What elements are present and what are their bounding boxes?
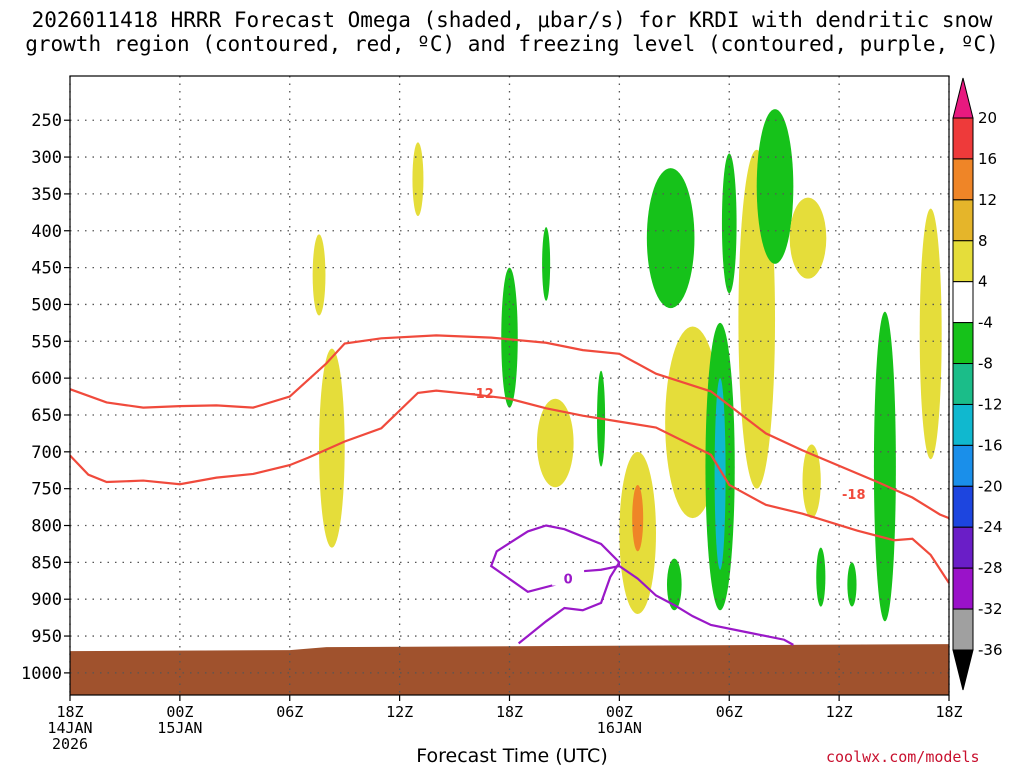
omega-region-20 [847,562,857,607]
colorbar-label: -36 [978,641,1003,659]
y-tick-label: 750 [31,480,62,500]
colorbar-swatch [952,567,974,610]
colorbar-label: 16 [978,150,997,168]
y-tick-label: 1000 [21,664,62,684]
colorbar-top-arrow [952,77,974,119]
omega-region-4 [542,227,551,301]
contour-label-bg [552,569,585,586]
omega-shaded-regions [312,109,942,622]
x-tick-label: 00Z [166,703,193,721]
colorbar-label: -16 [978,436,1003,454]
colorbar-label: -12 [978,395,1003,413]
colorbar-swatch [952,444,974,487]
omega-region-14 [721,153,737,294]
colorbar-swatch [952,281,974,324]
contour-label-0: 0 [564,573,573,588]
contour-0-branch [582,564,794,646]
y-tick-label: 900 [31,590,62,610]
colorbar-label: -32 [978,600,1003,618]
x-tick-label: 12Z [386,703,413,721]
x-tick-label: 06Z [276,703,303,721]
contour--18 [69,389,950,584]
x-tick-label: 06Z [716,703,743,721]
colorbar-label: 20 [978,109,997,127]
x-axis-title: Forecast Time (UTC) [416,745,608,767]
omega-region-13 [714,378,726,570]
colorbar-swatch [952,199,974,242]
contour-0 [489,524,621,645]
y-tick-label: 500 [31,295,62,315]
x-tick-label: 2026 [52,735,88,753]
omega-region-3 [501,267,518,408]
x-tick-label: 12Z [826,703,853,721]
omega-region-21 [873,311,896,622]
contour-lines: -12-180 [69,334,950,646]
colorbar-swatch [952,485,974,528]
colorbar-swatch [952,240,974,283]
colorbar-swatch [952,158,974,201]
credit-link[interactable]: coolwx.com/models [826,748,980,766]
colorbar-label: -28 [978,559,1003,577]
colorbar-bottom-arrow [952,649,974,691]
y-tick-label: 650 [31,406,62,426]
x-tick-label: 15JAN [157,719,202,737]
omega-region-1 [312,234,326,316]
chart-title-line-2: growth region (contoured, red, ºC) and f… [25,32,999,56]
colorbar-label: -20 [978,477,1003,495]
omega-region-0 [412,142,424,217]
colorbar-label: 12 [978,191,997,209]
colorbar: 20 16 12 8 4 -4 -8 -12 -16 -20 -24 -28 -32 -36 [952,77,1003,691]
x-tick-label: 00Z [606,703,633,721]
colorbar-swatch [952,117,974,160]
omega-region-8 [632,484,644,552]
contour-label--18: -18 [842,488,866,503]
colorbar-label: -4 [978,314,993,332]
y-tick-label: 600 [31,369,62,389]
contour--12 [69,334,950,520]
x-tick-label: 18Z [496,703,523,721]
omega-region-11 [666,558,682,611]
colorbar-swatch [952,608,974,651]
omega-region-16 [756,109,794,264]
omega-region-22 [919,208,942,460]
x-tick-label: 16JAN [597,719,642,737]
y-tick-label: 450 [31,259,62,279]
x-tick-label: 14JAN [47,719,92,737]
colorbar-swatch [952,363,974,405]
omega-region-5 [536,398,574,488]
y-tick-label: 400 [31,222,62,242]
colorbar-label: -24 [978,518,1003,536]
omega-region-18 [802,444,821,519]
omega-region-9 [646,168,695,309]
y-tick-label: 950 [31,627,62,647]
y-tick-label: 550 [31,332,62,352]
y-tick-label: 300 [31,148,62,168]
y-tick-label: 850 [31,553,62,573]
colorbar-label: 4 [978,273,988,291]
omega-region-17 [789,197,827,279]
colorbar-label: 8 [978,232,988,250]
colorbar-swatch [952,322,974,365]
x-tick-label: 18Z [56,703,83,721]
contour-label-bg [837,484,870,501]
y-tick-label: 350 [31,185,62,205]
colorbar-swatch [952,526,974,569]
chart-title-line-1: 2026011418 HRRR Forecast Omega (shaded, … [31,8,993,32]
y-tick-label: 700 [31,443,62,463]
y-tick-label: 800 [31,517,62,537]
y-tick-label: 250 [31,111,62,131]
colorbar-swatch [952,403,974,446]
omega-region-19 [816,547,826,607]
colorbar-label: -8 [978,355,993,373]
x-tick-label: 18Z [935,703,962,721]
y-axis: 250 300 350 400 450 500 550 600 650 700 750 800 850 9… [21,111,70,684]
